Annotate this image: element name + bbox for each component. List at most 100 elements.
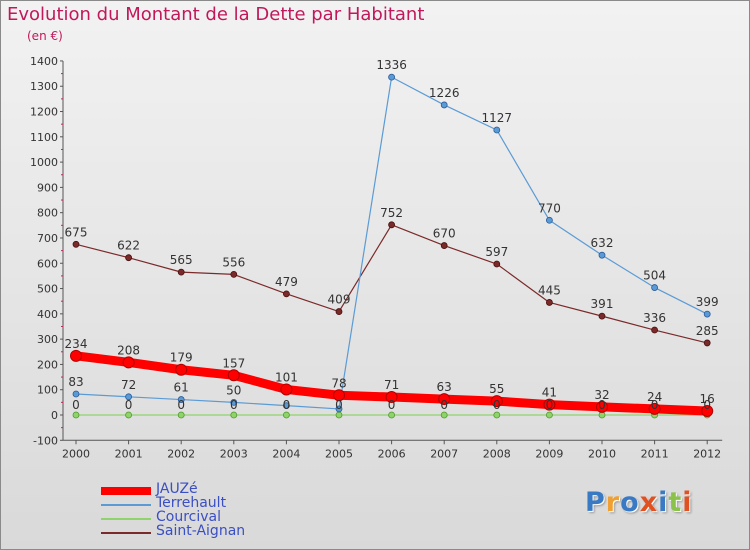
data-label-jauz-: 16 (700, 392, 715, 406)
data-label-terrehault: 61 (174, 381, 189, 395)
x-tick-label: 2000 (62, 447, 90, 460)
data-label-jauz-: 179 (170, 351, 193, 365)
data-label-jauz-: 157 (222, 356, 245, 370)
data-label-saint-aignan: 285 (696, 324, 719, 338)
data-point-terrehault (703, 310, 711, 318)
x-tick-label: 2008 (483, 447, 511, 460)
y-tick-label: 1100 (30, 131, 58, 144)
data-label-saint-aignan: 565 (170, 253, 193, 267)
data-label-terrehault: 399 (696, 295, 719, 309)
data-label-courcival: 0 (598, 398, 606, 412)
data-point-saint-aignan (598, 312, 606, 320)
data-point-jauz- (490, 395, 503, 408)
y-tick-label: 600 (37, 257, 58, 270)
data-label-terrehault: 1226 (429, 86, 460, 100)
data-point-terrehault (598, 251, 606, 259)
data-label-terrehault: 770 (538, 201, 561, 215)
y-tick-label: 400 (37, 308, 58, 321)
data-label-jauz-: 101 (275, 370, 298, 384)
data-point-jauz- (175, 363, 188, 376)
y-tick-label: 200 (37, 358, 58, 371)
data-point-courcival (125, 411, 132, 419)
data-point-terrehault (546, 216, 553, 224)
legend-item-saint-aignan: Saint-Aignan (101, 523, 321, 540)
data-label-saint-aignan: 391 (591, 297, 614, 311)
data-label-jauz-: 71 (384, 378, 399, 392)
y-tick-label: 500 (37, 283, 58, 296)
data-point-courcival (388, 411, 396, 419)
logo-letter: P (585, 487, 606, 518)
data-label-terrehault: 1127 (482, 111, 513, 125)
y-tick-label: 900 (37, 181, 58, 194)
legend-item-courcival: Courcival (101, 509, 321, 526)
proxiti-logo: Proxiti (585, 487, 693, 518)
data-point-saint-aignan (335, 308, 343, 315)
data-label-courcival: 0 (651, 398, 659, 412)
logo-letter: i (658, 487, 669, 518)
data-point-saint-aignan (177, 268, 185, 276)
data-point-terrehault (282, 402, 290, 410)
data-point-jauz- (385, 391, 398, 404)
x-tick-label: 2009 (535, 447, 563, 460)
data-label-saint-aignan: 597 (485, 245, 508, 259)
data-label-courcival: 0 (177, 398, 185, 412)
x-tick-label: 2007 (430, 447, 458, 460)
data-point-saint-aignan (440, 242, 448, 249)
legend-item-jauz-: JAUZé (101, 481, 321, 498)
legend-item-terrehault: Terrehault (101, 495, 321, 512)
legend: JAUZé Terrehault Courcival Saint-Aignan (101, 481, 321, 540)
logo-letter: t (668, 487, 683, 518)
x-tick-label: 2002 (167, 447, 195, 460)
data-point-terrehault (440, 101, 448, 109)
data-point-terrehault (72, 390, 80, 398)
data-label-courcival: 0 (546, 398, 554, 412)
data-label-jauz-: 24 (647, 390, 662, 404)
data-point-jauz- (333, 389, 345, 402)
data-point-terrehault (651, 284, 658, 291)
data-label-saint-aignan: 479 (275, 275, 298, 289)
data-label-saint-aignan: 622 (117, 239, 140, 253)
data-label-courcival: 0 (335, 398, 343, 412)
data-point-jauz- (438, 393, 451, 406)
data-label-terrehault: 632 (591, 236, 614, 250)
data-point-courcival (72, 411, 80, 419)
y-tick-label: -100 (33, 434, 58, 447)
data-label-saint-aignan: 675 (65, 225, 88, 239)
logo-letter: o (620, 487, 640, 518)
data-point-jauz- (122, 356, 135, 369)
data-label-jauz-: 234 (65, 337, 88, 351)
x-tick-label: 2011 (641, 447, 669, 460)
data-point-jauz- (280, 383, 293, 396)
y-tick-label: 0 (51, 409, 58, 422)
x-tick-label: 2006 (378, 447, 406, 460)
data-point-courcival (177, 411, 185, 419)
data-point-terrehault (388, 73, 396, 81)
data-label-jauz-: 208 (117, 343, 140, 357)
data-point-courcival (282, 411, 290, 419)
x-tick-label: 2004 (272, 447, 300, 460)
data-point-saint-aignan (388, 221, 396, 229)
x-tick-label: 2012 (693, 447, 721, 460)
data-label-jauz-: 32 (594, 388, 609, 402)
data-point-jauz- (227, 369, 240, 382)
data-label-courcival: 0 (440, 398, 448, 412)
data-label-jauz-: 55 (489, 382, 504, 396)
data-point-saint-aignan (72, 240, 80, 248)
data-label-courcival: 0 (72, 398, 80, 412)
data-point-courcival (546, 411, 553, 419)
legend-label: Courcival (156, 509, 222, 525)
legend-swatch (101, 487, 151, 495)
data-point-jauz- (70, 349, 82, 362)
legend-swatch (101, 532, 151, 534)
data-label-saint-aignan: 409 (328, 293, 351, 307)
data-point-terrehault (493, 126, 501, 134)
unit-label: (en €) (27, 29, 63, 43)
y-tick-label: 300 (37, 333, 58, 346)
data-point-saint-aignan (282, 290, 290, 298)
data-point-jauz- (701, 404, 714, 417)
data-label-courcival: 0 (230, 398, 238, 412)
data-label-terrehault: 1336 (376, 58, 407, 72)
data-point-saint-aignan (546, 299, 553, 306)
